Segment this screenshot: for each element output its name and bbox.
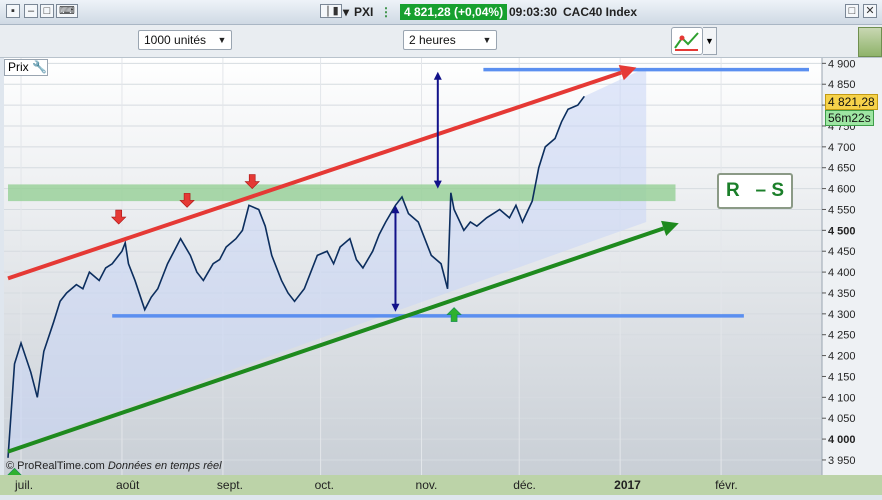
y-tick-label: 4 600 [828,184,856,196]
chevron-down-icon: ▼ [482,35,492,45]
restore-icon[interactable]: □ [40,4,54,18]
chart-toolbar: 1000 unités ▼ 2 heures ▼ ▼ [0,25,882,58]
x-axis-band [0,475,882,495]
prix-label: Prix [8,60,29,74]
side-panel-toggle[interactable] [858,27,882,57]
x-tick-label: oct. [315,478,334,492]
resistance-zone [8,184,676,202]
units-select[interactable]: 1000 unités ▼ [138,30,232,50]
y-tick-label: 4 000 [828,434,856,446]
current-price-badge: 4 821,28 (+0,04%) [400,4,508,20]
y-tick-label: 4 350 [828,288,856,300]
y-tick-label: 4 850 [828,79,856,91]
price-series-line [7,95,585,458]
menu-dots-icon[interactable]: ⋮ [380,5,392,19]
support-trend-line [7,226,665,454]
credit-source: © ProRealTime.com [6,460,105,472]
instrument-label: CAC40 Index [563,5,638,19]
y-tick-label: 4 300 [828,309,856,321]
x-tick-label: août [116,478,140,492]
time-label: 09:03:30 [509,5,558,19]
drawing-tools-button[interactable] [671,27,703,55]
y-tick-label: 3 950 [828,455,856,467]
x-tick-label: 2017 [614,478,641,492]
data-credit: © ProRealTime.com Données en temps réel [6,460,222,472]
window-menu-icon[interactable]: ▪ [6,4,20,18]
measure-arrow-head [433,71,442,80]
resistance-trend-line [7,70,622,281]
prix-button[interactable]: Prix 🔧 [4,59,48,76]
sell-signal-arrow [179,193,195,208]
measure-arrow-head [391,205,400,214]
support-trend-line-head [661,220,679,236]
sell-signal-arrow [244,174,260,190]
last-price-tag: 4 821,28 [825,94,878,110]
y-tick-label: 4 400 [828,267,856,279]
y-tick-label: 4 150 [828,371,856,383]
y-tick-label: 4 550 [828,204,856,216]
close-icon[interactable]: ✕ [863,4,877,18]
period-select[interactable]: 2 heures ▼ [403,30,497,50]
candlestick-icon[interactable]: ❘▮ [320,4,342,18]
minimize-icon[interactable]: – [24,4,38,18]
chevron-down-icon: ▼ [217,35,227,45]
y-tick-label: 4 100 [828,392,856,404]
y-axis-panel [822,58,882,475]
y-tick-label: 4 050 [828,413,856,425]
x-tick-label: sept. [217,478,243,492]
y-tick-label: 4 650 [828,163,856,175]
x-tick-label: nov. [416,478,438,492]
window-titlebar: ▪ – □ ⌨ ❘▮ ▾ PXI ⋮ 4 821,28 (+0,04%) 09:… [0,0,882,25]
resistance-support-label: R – S [717,173,793,209]
y-tick-label: 4 700 [828,142,856,154]
symbol-dropdown-arrow[interactable]: ▾ [343,5,350,19]
y-tick-label: 4 200 [828,351,856,363]
period-select-value: 2 heures [409,33,456,47]
resistance-trend-line-head [618,65,637,81]
y-tick-label: 4 500 [828,225,856,237]
credit-note: Données en temps réel [107,460,222,472]
x-tick-label: juil. [14,478,33,492]
y-tick-label: 4 900 [828,58,856,70]
x-tick-label: févr. [715,478,738,492]
symbol-label[interactable]: PXI [354,5,374,19]
measure-arrow-head [391,303,400,312]
maximize-icon[interactable]: □ [845,4,859,18]
drawing-tools-dropdown[interactable]: ▼ [703,27,717,55]
wrench-icon: 🔧 [32,60,47,74]
measure-arrow-head [433,180,442,189]
keyboard-icon[interactable]: ⌨ [56,4,78,18]
sell-signal-arrow [110,209,127,225]
x-tick-label: déc. [513,478,536,492]
buy-signal-arrow [446,307,462,322]
y-tick-label: 4 250 [828,330,856,342]
countdown-tag: 56m22s [825,110,874,126]
y-tick-label: 4 450 [828,246,856,258]
drawing-tools-icon [674,32,699,51]
units-select-value: 1000 unités [144,33,207,47]
series-projection-area [8,67,647,458]
